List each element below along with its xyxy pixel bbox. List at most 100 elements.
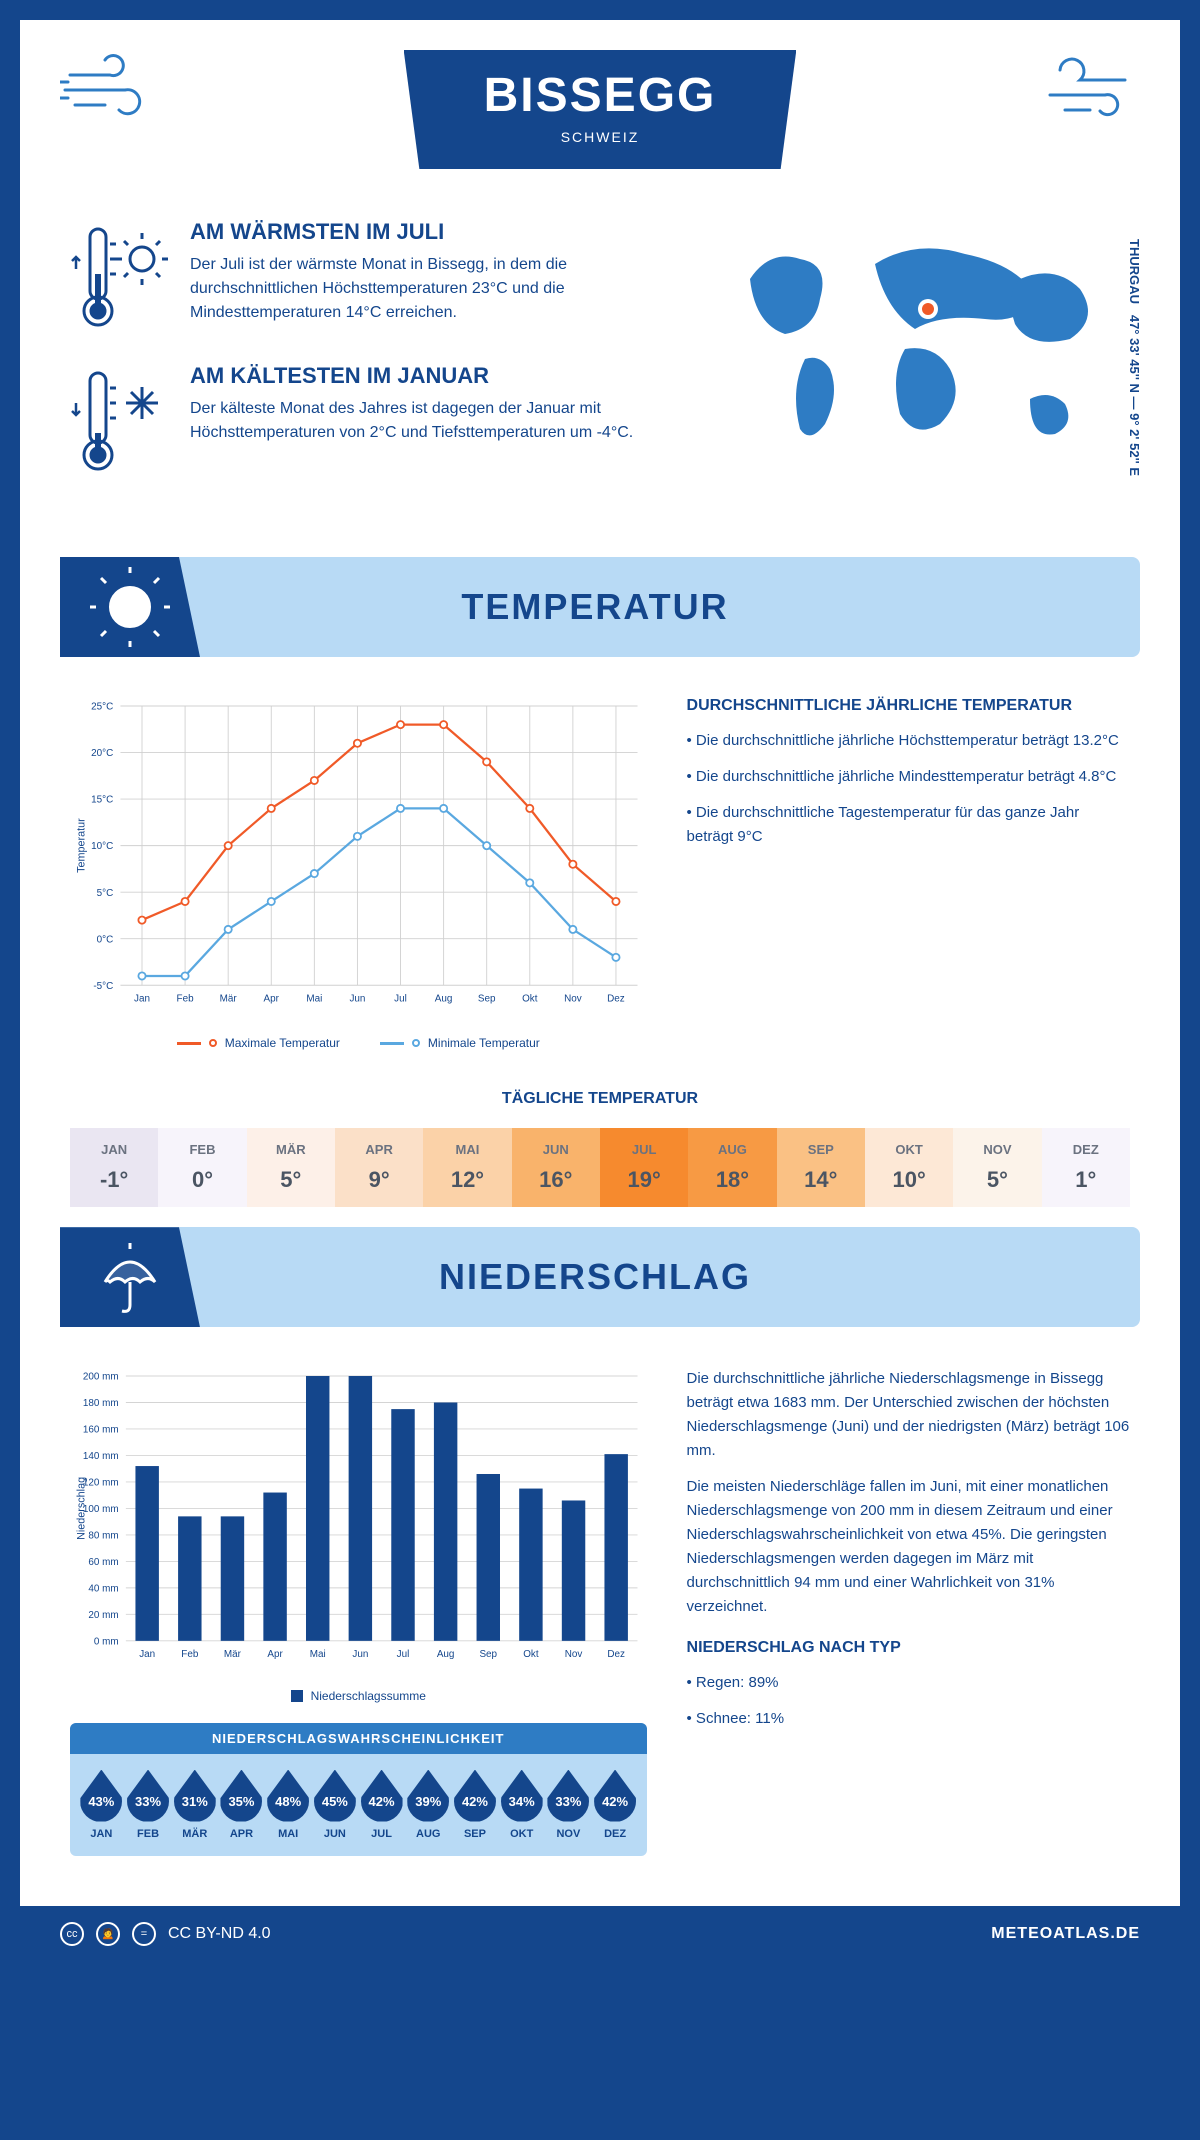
svg-text:Nov: Nov — [565, 1649, 583, 1660]
precip-probability-box: NIEDERSCHLAGSWAHRSCHEINLICHKEIT 43%JAN33… — [70, 1723, 647, 1856]
sun-icon — [90, 567, 170, 647]
temp-cell: OKT10° — [865, 1128, 953, 1207]
svg-text:160 mm: 160 mm — [83, 1425, 119, 1436]
prob-cell: 33%NOV — [547, 1770, 590, 1840]
world-map-icon — [710, 219, 1130, 479]
daily-temp-title: TÄGLICHE TEMPERATUR — [20, 1090, 1180, 1108]
prob-cell: 33%FEB — [127, 1770, 170, 1840]
temp-cell: AUG18° — [688, 1128, 776, 1207]
svg-text:Sep: Sep — [479, 1649, 497, 1660]
temp-cell: MÄR5° — [247, 1128, 335, 1207]
thermometer-sun-icon — [70, 219, 170, 339]
svg-text:180 mm: 180 mm — [83, 1398, 119, 1409]
temp-cell: JUN16° — [512, 1128, 600, 1207]
temp-cell: APR9° — [335, 1128, 423, 1207]
svg-text:Mär: Mär — [220, 993, 238, 1004]
precip-section-header: NIEDERSCHLAG — [60, 1227, 1140, 1327]
footer: cc 🙍 = CC BY-ND 4.0 METEOATLAS.DE — [20, 1906, 1180, 1962]
prob-cell: 45%JUN — [314, 1770, 357, 1840]
svg-text:Jun: Jun — [352, 1649, 368, 1660]
prob-cell: 34%OKT — [500, 1770, 543, 1840]
svg-text:Apr: Apr — [264, 993, 280, 1004]
prob-cell: 42%SEP — [454, 1770, 497, 1840]
svg-text:Feb: Feb — [181, 1649, 199, 1660]
thermometer-snow-icon — [70, 363, 170, 483]
precip-type: • Schnee: 11% — [687, 1707, 1130, 1731]
temp-cell: JAN-1° — [70, 1128, 158, 1207]
svg-text:Okt: Okt — [523, 1649, 539, 1660]
warm-title: AM WÄRMSTEN IM JULI — [190, 219, 670, 245]
temp-side-title: DURCHSCHNITTLICHE JÄHRLICHE TEMPERATUR — [687, 697, 1130, 715]
svg-text:Niederschlag: Niederschlag — [75, 1477, 87, 1540]
svg-text:Jun: Jun — [349, 993, 365, 1004]
temp-bullet: • Die durchschnittliche jährliche Höchst… — [687, 729, 1130, 753]
svg-text:80 mm: 80 mm — [88, 1531, 118, 1542]
svg-text:140 mm: 140 mm — [83, 1451, 119, 1462]
svg-text:25°C: 25°C — [91, 702, 113, 713]
svg-text:120 mm: 120 mm — [83, 1478, 119, 1489]
temperature-chart: -5°C0°C5°C10°C15°C20°C25°CJanFebMärAprMa… — [70, 697, 647, 1050]
wind-icon — [60, 50, 160, 130]
precip-type: • Regen: 89% — [687, 1671, 1130, 1695]
page-title: BISSEGG — [484, 68, 717, 123]
svg-text:Sep: Sep — [478, 993, 496, 1004]
svg-text:Jul: Jul — [394, 993, 407, 1004]
cc-icon: cc — [60, 1922, 84, 1946]
precip-chart-row: 0 mm20 mm40 mm60 mm80 mm100 mm120 mm140 … — [20, 1347, 1180, 1875]
prob-title: NIEDERSCHLAGSWAHRSCHEINLICHKEIT — [70, 1723, 647, 1754]
precip-legend: Niederschlagssumme — [70, 1689, 647, 1703]
temperature-section-header: TEMPERATUR — [60, 557, 1140, 657]
daily-temp-table: JAN-1°FEB0°MÄR5°APR9°MAI12°JUN16°JUL19°A… — [70, 1128, 1130, 1207]
warm-text: AM WÄRMSTEN IM JULI Der Juli ist der wär… — [190, 219, 670, 339]
warm-para: Der Juli ist der wärmste Monat in Bisseg… — [190, 253, 670, 325]
svg-text:200 mm: 200 mm — [83, 1372, 119, 1383]
infographic-page: BISSEGG SCHWEIZ — [20, 20, 1180, 1962]
prob-cell: 42%DEZ — [594, 1770, 637, 1840]
intro-section: AM WÄRMSTEN IM JULI Der Juli ist der wär… — [20, 189, 1180, 537]
svg-text:5°C: 5°C — [97, 888, 114, 899]
svg-text:Aug: Aug — [435, 993, 453, 1004]
umbrella-icon — [90, 1237, 170, 1317]
cold-title: AM KÄLTESTEN IM JANUAR — [190, 363, 670, 389]
svg-text:Temperatur: Temperatur — [75, 818, 87, 873]
cold-text: AM KÄLTESTEN IM JANUAR Der kälteste Mona… — [190, 363, 670, 483]
svg-text:Dez: Dez — [607, 993, 625, 1004]
wind-icon — [1040, 50, 1140, 130]
page-subtitle: SCHWEIZ — [484, 129, 717, 145]
svg-text:20°C: 20°C — [91, 748, 113, 759]
temp-bullet: • Die durchschnittliche jährliche Mindes… — [687, 765, 1130, 789]
temp-cell: FEB0° — [158, 1128, 246, 1207]
prob-cell: 31%MÄR — [173, 1770, 216, 1840]
temp-cell: DEZ1° — [1042, 1128, 1130, 1207]
by-icon: 🙍 — [96, 1922, 120, 1946]
svg-text:Nov: Nov — [564, 993, 582, 1004]
header: BISSEGG SCHWEIZ — [20, 20, 1180, 189]
svg-text:Jan: Jan — [134, 993, 150, 1004]
precip-para: Die meisten Niederschläge fallen im Juni… — [687, 1475, 1130, 1619]
precip-side: Die durchschnittliche jährliche Niedersc… — [687, 1367, 1130, 1855]
prob-cell: 48%MAI — [267, 1770, 310, 1840]
temperature-legend: Maximale Temperatur Minimale Temperatur — [70, 1036, 647, 1050]
svg-text:Aug: Aug — [437, 1649, 455, 1660]
svg-text:Okt: Okt — [522, 993, 538, 1004]
svg-text:Jan: Jan — [139, 1649, 155, 1660]
svg-text:40 mm: 40 mm — [88, 1584, 118, 1595]
prob-cell: 43%JAN — [80, 1770, 123, 1840]
footer-site: METEOATLAS.DE — [991, 1925, 1140, 1943]
svg-text:60 mm: 60 mm — [88, 1557, 118, 1568]
temperature-title: TEMPERATUR — [170, 586, 1020, 628]
svg-text:15°C: 15°C — [91, 795, 113, 806]
svg-text:Mai: Mai — [306, 993, 322, 1004]
svg-text:Jul: Jul — [397, 1649, 410, 1660]
precip-chart: 0 mm20 mm40 mm60 mm80 mm100 mm120 mm140 … — [70, 1367, 647, 1855]
prob-cell: 39%AUG — [407, 1770, 450, 1840]
svg-text:-5°C: -5°C — [93, 981, 113, 992]
intro-left: AM WÄRMSTEN IM JULI Der Juli ist der wär… — [70, 219, 670, 507]
precip-title: NIEDERSCHLAG — [170, 1256, 1020, 1298]
prob-cell: 35%APR — [220, 1770, 263, 1840]
temperature-chart-row: -5°C0°C5°C10°C15°C20°C25°CJanFebMärAprMa… — [20, 677, 1180, 1070]
title-banner: BISSEGG SCHWEIZ — [404, 50, 797, 169]
temp-cell: SEP14° — [777, 1128, 865, 1207]
license-text: CC BY-ND 4.0 — [168, 1925, 271, 1943]
svg-text:10°C: 10°C — [91, 841, 113, 852]
